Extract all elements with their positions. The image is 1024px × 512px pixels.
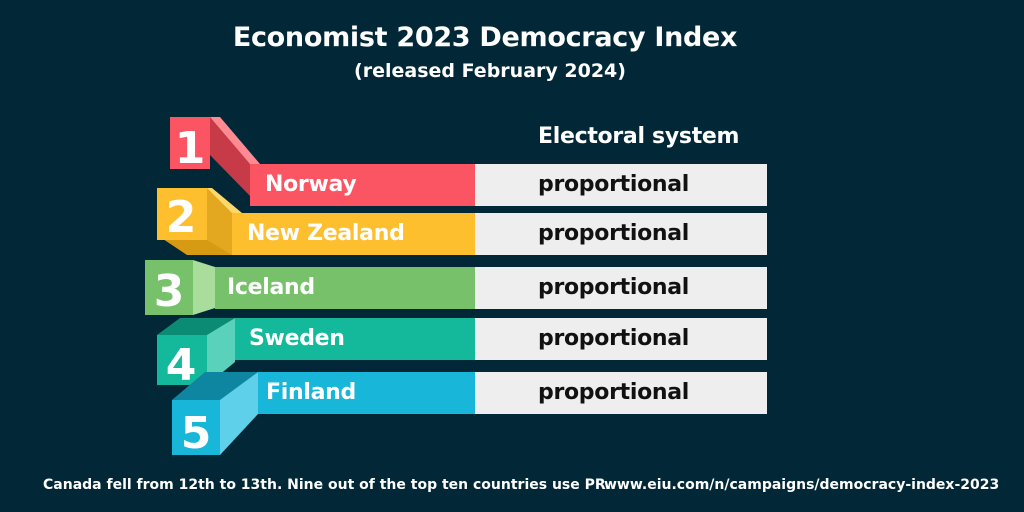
country-bar-5: Finland xyxy=(258,372,475,414)
page-subtitle: (released February 2024) xyxy=(354,60,626,82)
rank-5-block: 5 xyxy=(172,372,258,459)
rank-2-block: 2 xyxy=(157,188,242,255)
system-cell-2: proportional xyxy=(475,213,767,255)
country-bar-3: Iceland xyxy=(215,267,475,309)
system-cell-4: proportional xyxy=(475,318,767,360)
footer-note: Canada fell from 12th to 13th. Nine out … xyxy=(43,477,612,493)
country-bar-2: New Zealand xyxy=(232,213,475,255)
rank-3-number: 3 xyxy=(154,266,185,317)
electoral-system-header: Electoral system xyxy=(538,124,740,149)
source-link[interactable]: www.eiu.com/n/campaigns/democracy-index-… xyxy=(604,477,1000,493)
rank-4-number: 4 xyxy=(166,340,197,391)
system-cell-5: proportional xyxy=(475,372,767,414)
country-bar-4: Sweden xyxy=(235,318,475,360)
rank-5-number: 5 xyxy=(181,408,212,459)
country-bar-1: Norway xyxy=(250,164,475,206)
rank-2-number: 2 xyxy=(166,192,197,243)
rank-1-number: 1 xyxy=(175,123,206,174)
rank-1-block: 1 xyxy=(170,117,260,196)
page-title: Economist 2023 Democracy Index xyxy=(232,22,738,53)
rank-3-block: 3 xyxy=(145,260,215,317)
system-cell-1: proportional xyxy=(475,164,767,206)
system-cell-3: proportional xyxy=(475,267,767,309)
rank-4-block: 4 xyxy=(157,318,235,391)
